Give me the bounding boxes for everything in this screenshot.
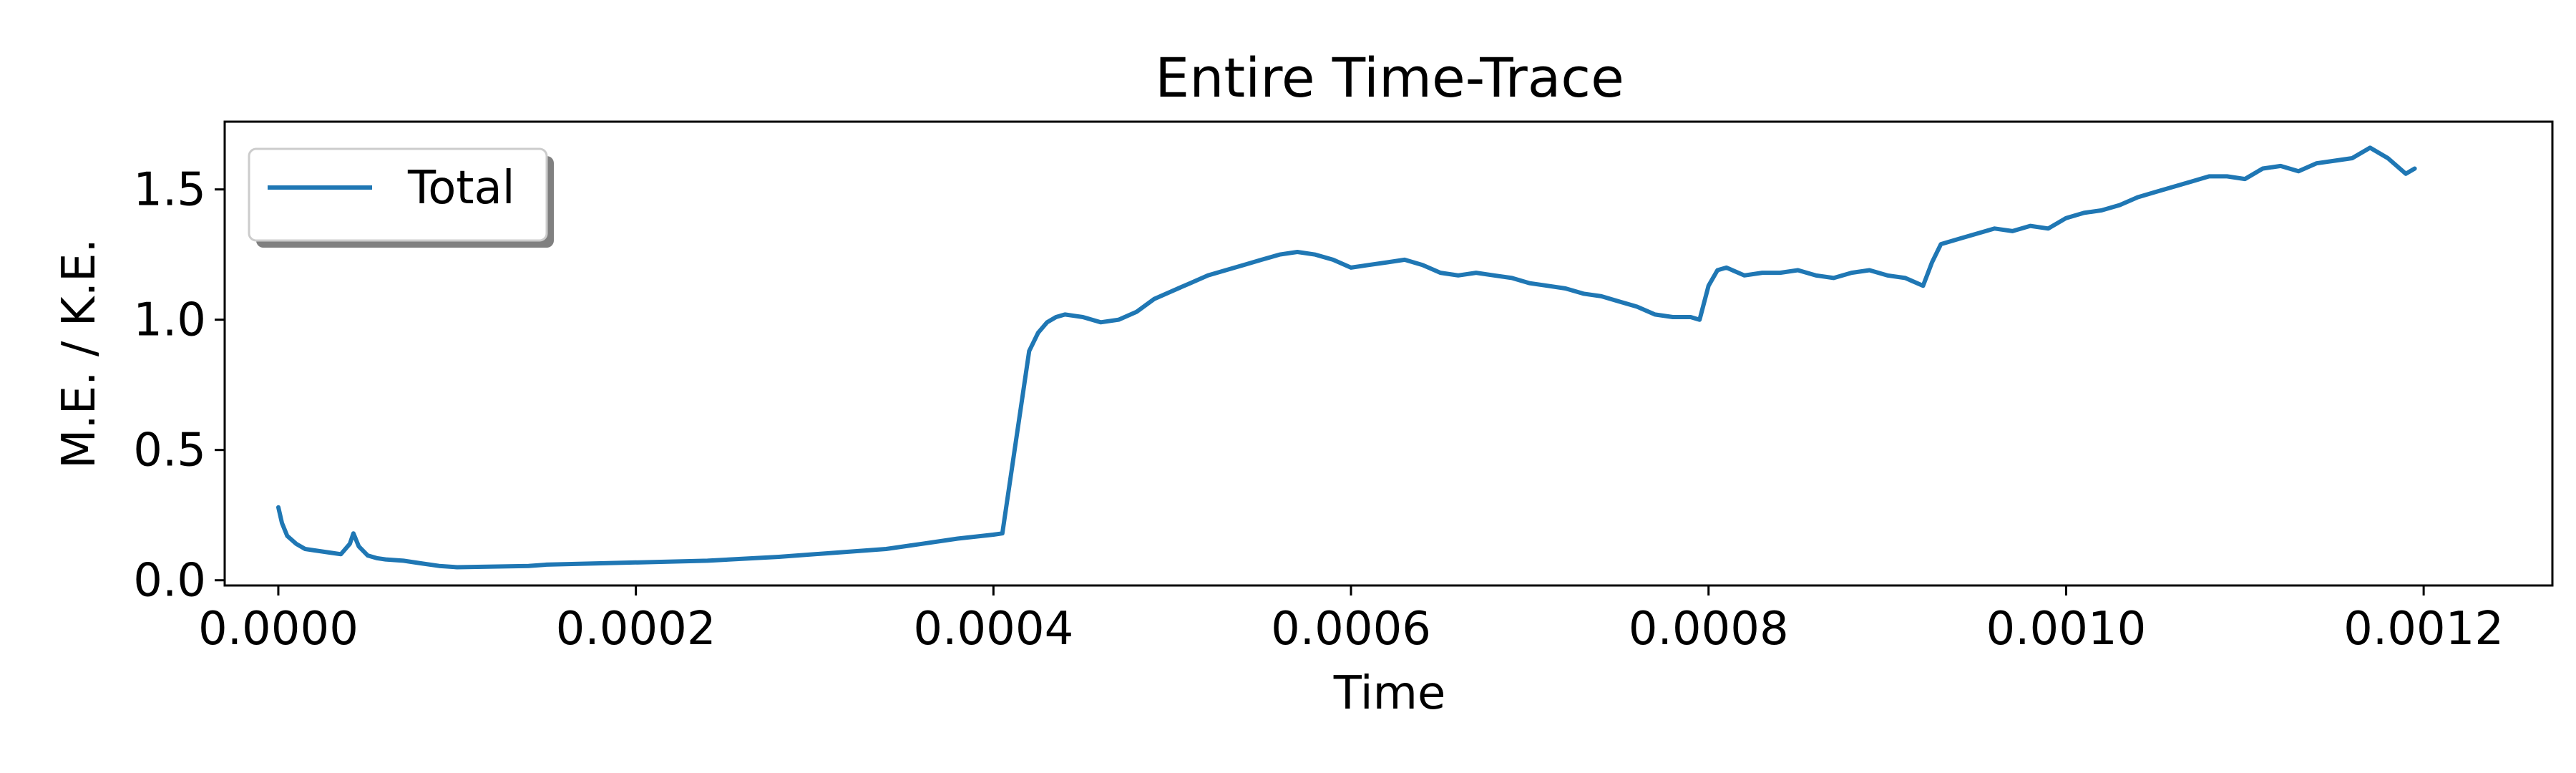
- x-axis-label: Time: [1333, 667, 1446, 720]
- legend: Total: [248, 147, 554, 248]
- x-tick-label: 0.0008: [1629, 603, 1789, 656]
- x-tick-label: 0.0000: [198, 603, 358, 656]
- x-tick-label: 0.0012: [2343, 603, 2504, 656]
- y-tick-label: 0.5: [133, 424, 206, 477]
- x-tick-label: 0.0004: [913, 603, 1073, 656]
- series-layer: [276, 145, 2417, 570]
- legend-label: Total: [407, 162, 514, 215]
- legend-box: [248, 147, 548, 242]
- y-axis: 0.0 0.5 1.0 1.5: [133, 164, 225, 608]
- y-axis-label: M.E. / K.E.: [53, 238, 106, 469]
- chart-title: Entire Time-Trace: [1155, 46, 1624, 110]
- plot-area: 0.0000 0.0002 0.0004 0.0006 0.0008 0.0010 0.00…: [133, 120, 2554, 656]
- series-line-total: [276, 145, 2417, 570]
- x-tick-label: 0.0010: [1986, 603, 2146, 656]
- x-tick-label: 0.0002: [556, 603, 716, 656]
- x-axis: 0.0000 0.0002 0.0004 0.0006 0.0008 0.0010 0.00…: [198, 585, 2504, 656]
- x-tick-label: 0.0006: [1271, 603, 1431, 656]
- plot-frame: [223, 120, 2554, 587]
- y-tick-label: 1.0: [133, 294, 206, 347]
- y-tick-label: 1.5: [133, 164, 206, 217]
- y-tick-label: 0.0: [133, 555, 206, 608]
